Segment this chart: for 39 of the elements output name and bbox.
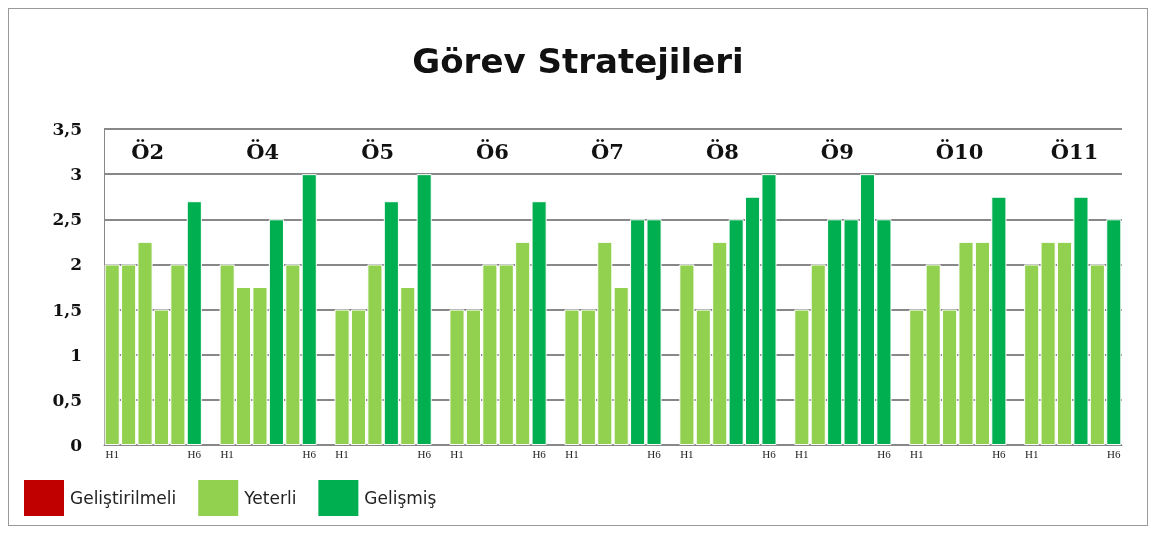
y-tick-label: 1 xyxy=(70,344,82,365)
y-tick-label: 0,5 xyxy=(52,389,82,410)
annotation: Ö9 xyxy=(820,139,854,165)
legend-label: Yeterli xyxy=(243,488,297,508)
y-tick-label: 3 xyxy=(70,164,82,185)
x-tick-label: H6 xyxy=(647,447,662,460)
x-tick-label: H1 xyxy=(795,447,809,460)
x-tick-label: H1 xyxy=(105,447,119,460)
legend-label: Gelişmiş xyxy=(364,488,437,508)
x-tick-label: H1 xyxy=(910,447,924,460)
x-tick-label: H6 xyxy=(417,447,432,460)
x-tick-label: H1 xyxy=(565,447,579,460)
annotation: Ö4 xyxy=(246,139,280,165)
x-tick-label: H1 xyxy=(1024,447,1039,460)
x-tick-label: H1 xyxy=(220,447,234,460)
x-tick-label: H6 xyxy=(302,447,317,460)
annotation: Ö2 xyxy=(131,139,165,165)
x-tick-label: H6 xyxy=(1107,447,1122,460)
x-tick-label: H6 xyxy=(992,447,1007,460)
annotation: Ö5 xyxy=(361,139,395,165)
x-tick-label: H1 xyxy=(335,447,349,460)
annotation: Ö11 xyxy=(1050,139,1099,165)
x-tick-label: H1 xyxy=(680,447,694,460)
y-tick-label: 2,5 xyxy=(52,209,82,230)
chart-title: Görev Stratejileri xyxy=(412,41,744,81)
x-tick-label: H6 xyxy=(877,447,892,460)
legend-label: Geliştirilmeli xyxy=(70,488,177,508)
annotation: Ö8 xyxy=(705,139,739,165)
x-tick-label: H6 xyxy=(187,447,202,460)
y-tick-label: 2 xyxy=(70,254,82,275)
y-tick-label: 1,5 xyxy=(52,299,82,320)
annotation: Ö10 xyxy=(935,139,984,165)
annotation: Ö7 xyxy=(591,139,624,165)
y-tick-label: 3,5 xyxy=(52,119,82,139)
x-tick-label: H6 xyxy=(762,447,777,460)
x-tick-label: H1 xyxy=(450,447,464,460)
x-tick-label: H6 xyxy=(532,447,547,460)
annotation: Ö6 xyxy=(476,139,509,165)
y-tick-label: 0 xyxy=(70,435,83,455)
